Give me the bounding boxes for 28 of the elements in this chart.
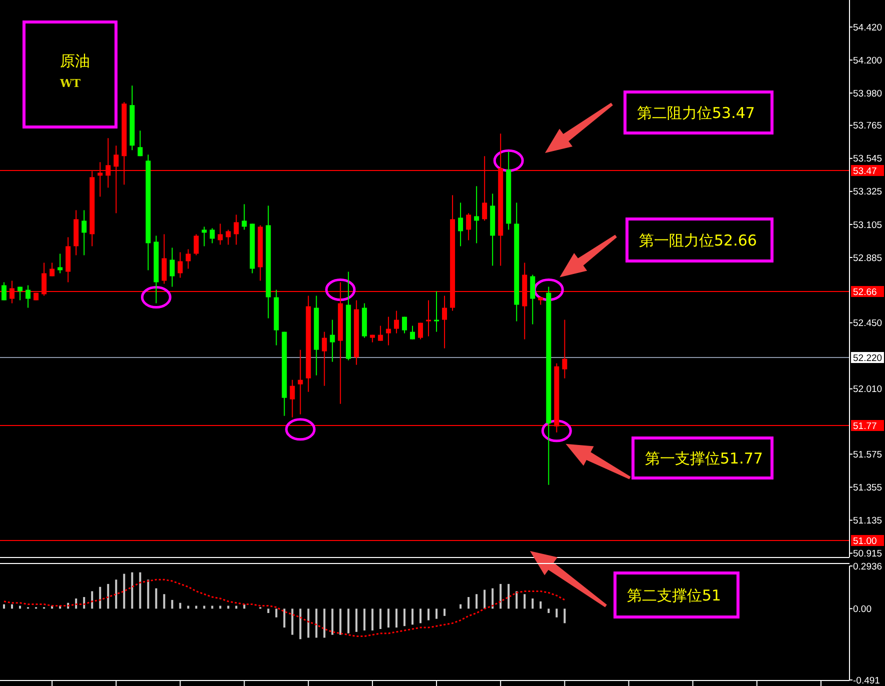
y-tick-label: 51.135 — [853, 516, 882, 527]
y-tick-label: 51.575 — [853, 449, 882, 460]
ref-line-label: 53.47 — [853, 166, 877, 177]
y-tick-label: 53.325 — [853, 186, 882, 198]
y-tick-label: 53.980 — [853, 88, 882, 100]
y-tick-label: 51.355 — [853, 482, 882, 494]
y-tick-label: 54.200 — [853, 55, 882, 66]
ref-line-label: 51.00 — [853, 536, 877, 547]
ref-line-label: 51.77 — [853, 420, 877, 432]
annotation: 第二支撑位51 — [627, 586, 722, 604]
y-tick-label: -0.491 — [853, 675, 880, 686]
y-tick-label: 0.00 — [853, 604, 872, 615]
text: 原油 — [60, 52, 90, 70]
y-tick-label: 52.010 — [853, 384, 882, 396]
y-tick-label: 52.885 — [853, 252, 882, 264]
annotation: 第一支撑位51.77 — [645, 449, 763, 468]
text: WT — [59, 77, 82, 90]
ref-line-label: 52.220 — [853, 352, 882, 364]
y-tick-label: 53.545 — [853, 154, 882, 165]
y-tick-label: 50.915 — [853, 548, 882, 560]
annotation: 第二阻力位53.47 — [637, 104, 755, 122]
y-tick-label: 0.2936 — [853, 561, 882, 572]
y-tick-label: 54.420 — [853, 22, 882, 34]
annotation: 第一阻力位52.66 — [639, 231, 757, 250]
y-tick-label: 53.765 — [853, 120, 882, 132]
ref-line-label: 52.66 — [853, 286, 877, 298]
y-tick-label: 53.105 — [853, 220, 882, 231]
y-tick-label: 52.450 — [853, 318, 882, 330]
